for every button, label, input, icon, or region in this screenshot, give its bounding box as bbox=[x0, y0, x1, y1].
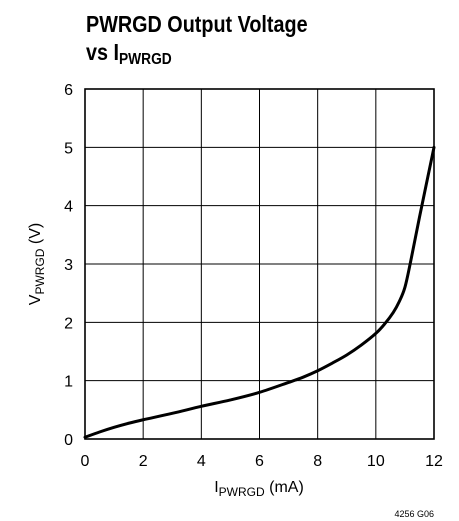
y-tick-label: 5 bbox=[64, 140, 73, 157]
x-tick-label: 6 bbox=[255, 453, 264, 470]
x-axis-label-sub: PWRGD bbox=[219, 485, 265, 499]
y-axis-label-unit: (V) bbox=[27, 223, 44, 249]
x-axis-label: IPWRGD (mA) bbox=[214, 479, 304, 499]
x-tick-label: 4 bbox=[197, 453, 206, 470]
chart-title-line1: PWRGD Output Voltage bbox=[86, 11, 308, 37]
figure-code: 4256 G06 bbox=[394, 509, 434, 519]
x-axis-label-main: I bbox=[214, 479, 218, 496]
chart-title-line2-subscript: PWRGD bbox=[119, 51, 172, 68]
y-tick-label: 2 bbox=[64, 315, 73, 332]
x-tick-label: 0 bbox=[81, 453, 90, 470]
x-tick-label: 2 bbox=[139, 453, 148, 470]
y-axis-label-sub: PWRGD bbox=[33, 248, 47, 294]
y-ticks: 0 1 2 3 4 5 6 bbox=[64, 82, 73, 449]
y-tick-label: 6 bbox=[64, 82, 73, 99]
y-tick-label: 1 bbox=[64, 374, 73, 391]
chart-title-line2: vs IPWRGD bbox=[86, 38, 308, 74]
y-axis-label: VPWRGD (V) bbox=[27, 223, 47, 305]
y-axis-label-main: V bbox=[27, 294, 44, 305]
voltage-curve bbox=[83, 145, 436, 439]
y-tick-label: 0 bbox=[64, 432, 73, 449]
y-tick-label: 4 bbox=[64, 199, 73, 216]
chart-title: PWRGD Output Voltage vs IPWRGD bbox=[86, 10, 308, 74]
plot-frame bbox=[84, 88, 435, 440]
x-tick-label: 12 bbox=[425, 453, 443, 470]
chart-title-line2-prefix: vs I bbox=[86, 39, 120, 65]
x-axis-label-unit: (mA) bbox=[265, 479, 304, 496]
x-tick-label: 8 bbox=[313, 453, 322, 470]
x-ticks: 0 2 4 6 8 10 12 bbox=[81, 453, 443, 470]
x-tick-label: 10 bbox=[367, 453, 385, 470]
y-tick-label: 3 bbox=[64, 257, 73, 274]
grid-group bbox=[85, 89, 434, 439]
